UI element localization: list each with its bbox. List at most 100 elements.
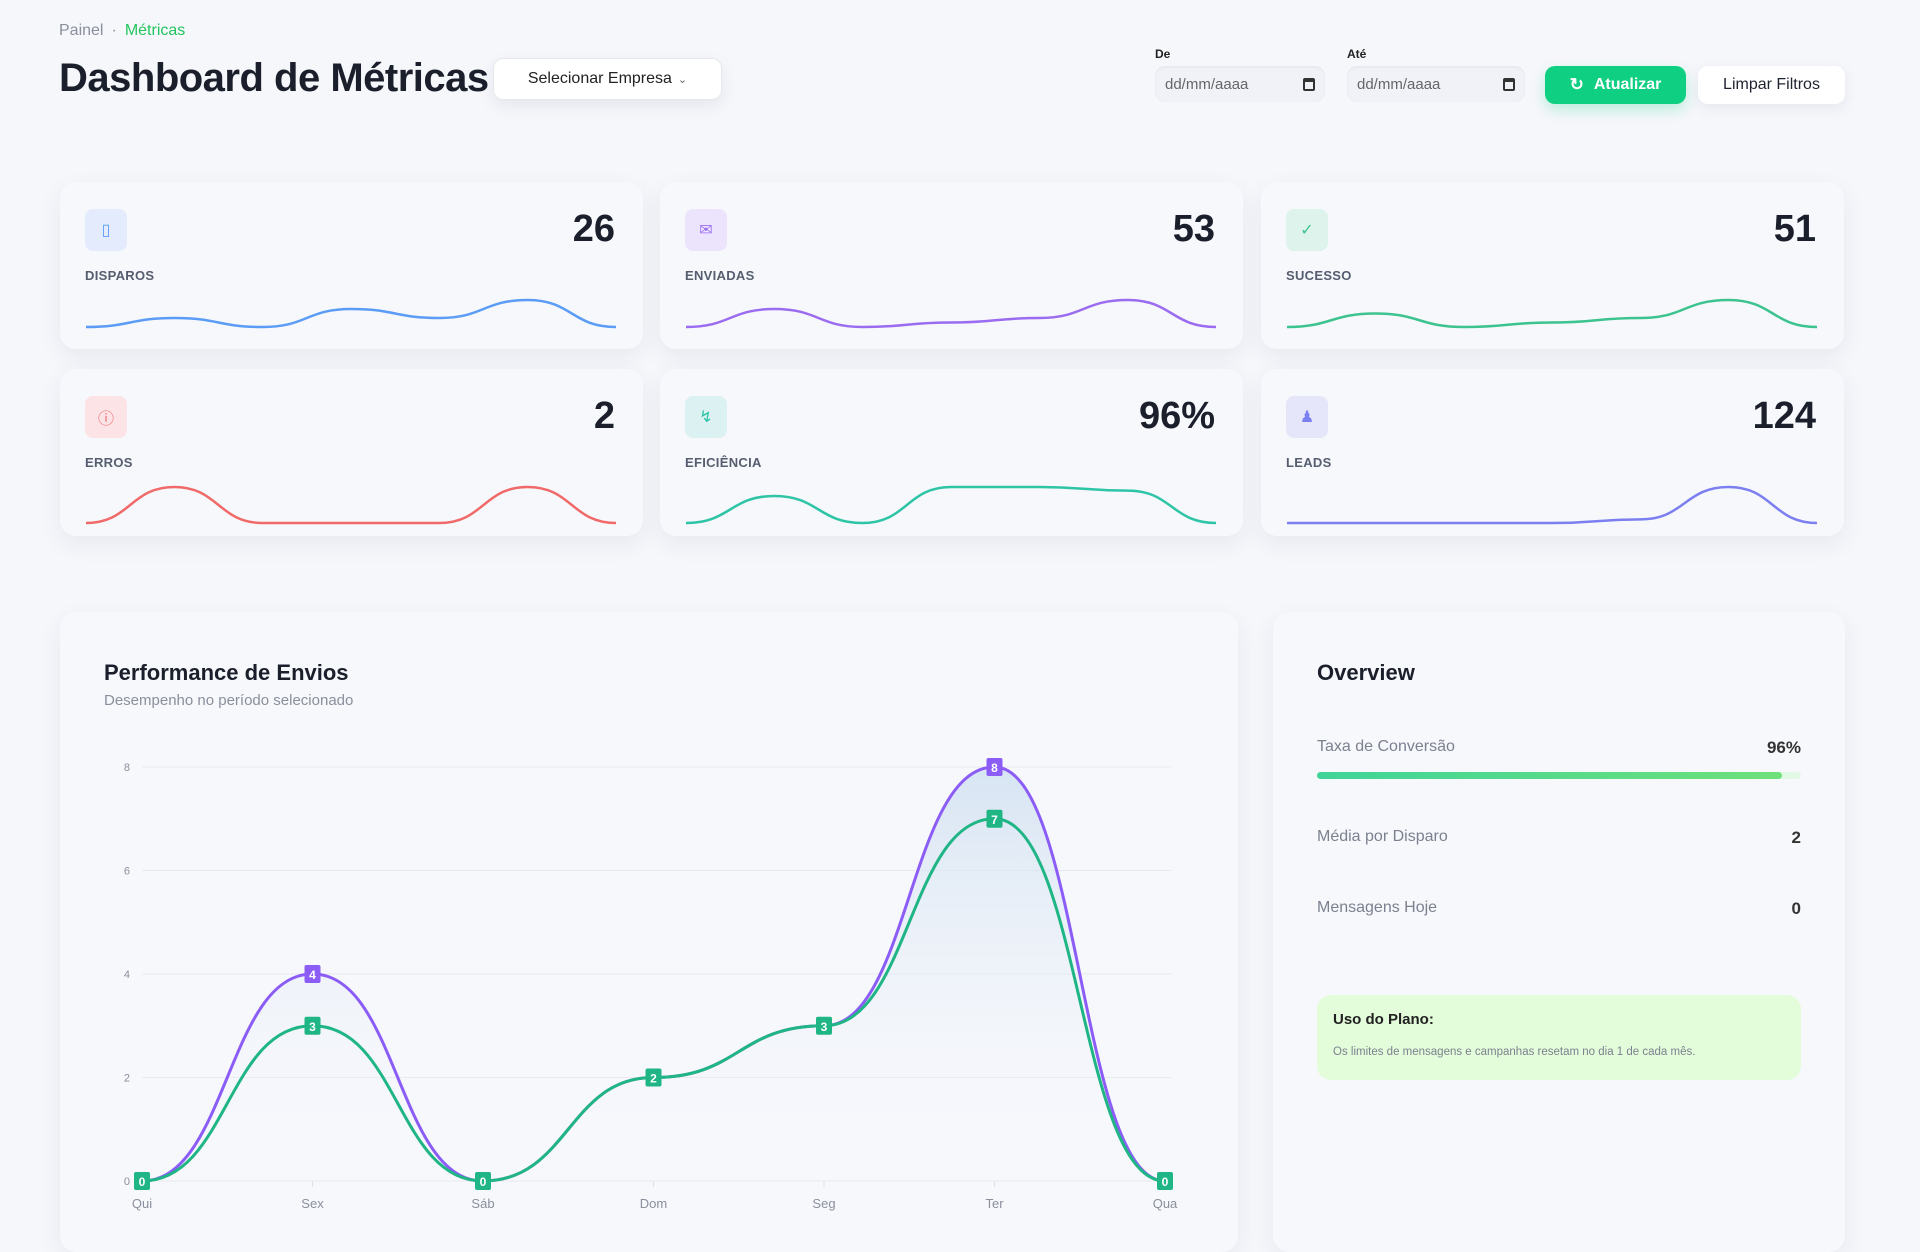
performance-chart: 0 2 4 6 8 Qui Sex Sáb Dom Seg Ter Qua 4 8 0 3 0 2 3 7 0 xyxy=(124,758,1178,1211)
kpi-card-sucesso: ✓ 51 SUCESSO xyxy=(1261,182,1844,349)
refresh-label: Atualizar xyxy=(1593,76,1662,93)
breadcrumb-current: Métricas xyxy=(124,22,186,39)
plan-usage-box: Uso do Plano: Os limites de mensagens e c… xyxy=(1317,995,1801,1080)
x-tick-label: Dom xyxy=(640,1196,667,1211)
conversion-row: Taxa de Conversão 96% xyxy=(1317,738,1801,758)
page-title: Dashboard de Métricas xyxy=(59,56,489,100)
y-tick-label: 4 xyxy=(124,969,130,981)
check-icon: ✓ xyxy=(1286,209,1328,251)
company-select-label: Selecionar Empresa xyxy=(527,70,672,87)
mail-icon: ✉ xyxy=(685,209,727,251)
breadcrumb: Painel · Métricas xyxy=(59,22,185,40)
kpi-label: LEADS xyxy=(1286,455,1332,470)
refresh-icon: ↻ xyxy=(1569,75,1584,94)
y-tick-label: 0 xyxy=(124,1176,130,1188)
sparkline-path xyxy=(1287,485,1818,525)
today-row: Mensagens Hoje 0 xyxy=(1317,899,1801,919)
sparkline xyxy=(685,485,1217,525)
data-label: 0 xyxy=(139,1175,146,1189)
today-label: Mensagens Hoje xyxy=(1317,899,1438,916)
data-label: 4 xyxy=(309,968,316,982)
kpi-value: 124 xyxy=(1752,395,1816,437)
sparkline-path xyxy=(85,485,617,525)
conversion-label: Taxa de Conversão xyxy=(1317,738,1455,755)
conversion-progress-bar xyxy=(1317,772,1801,779)
zap-icon: ↯ xyxy=(685,396,727,438)
data-label-box xyxy=(304,965,321,983)
performance-panel: Performance de Envios Desempenho no perí… xyxy=(60,612,1238,1252)
avg-value: 2 xyxy=(1791,828,1801,847)
clear-filters-button[interactable]: Limpar Filtros xyxy=(1698,66,1845,104)
kpi-value: 2 xyxy=(593,395,615,437)
avg-row: Média por Disparo 2 xyxy=(1317,828,1801,848)
x-tick-label: Qua xyxy=(1153,1196,1178,1211)
data-label-box xyxy=(1157,1172,1173,1190)
kpi-value: 51 xyxy=(1773,208,1816,250)
to-date-input[interactable]: dd/mm/aaaa xyxy=(1347,66,1525,102)
data-label-box xyxy=(134,1172,150,1190)
refresh-button[interactable]: ↻ Atualizar xyxy=(1545,66,1686,104)
kpi-label: ENVIADAS xyxy=(685,268,755,283)
company-select[interactable]: Selecionar Empresa ⌄ xyxy=(493,58,722,100)
breadcrumb-separator: · xyxy=(111,22,117,39)
data-label-box xyxy=(304,1016,321,1035)
data-label-box xyxy=(986,809,1003,828)
performance-title: Performance de Envios xyxy=(104,660,349,685)
kpi-card-erros: ⓘ 2 ERROS xyxy=(60,369,643,536)
plan-title: Uso do Plano: xyxy=(1333,1011,1434,1028)
x-tick-label: Ter xyxy=(985,1196,1004,1211)
data-label: 7 xyxy=(991,813,998,827)
y-tick-label: 6 xyxy=(124,866,130,878)
sparkline-path xyxy=(1286,298,1818,329)
breadcrumb-painel[interactable]: Painel xyxy=(59,22,104,39)
kpi-label: SUCESSO xyxy=(1286,268,1352,283)
to-label: Até xyxy=(1347,47,1367,61)
x-tick-label: Sex xyxy=(301,1196,324,1211)
data-label-box xyxy=(816,1016,832,1035)
kpi-label: DISPAROS xyxy=(85,268,155,283)
today-value: 0 xyxy=(1791,899,1801,918)
kpi-label: ERROS xyxy=(85,455,133,470)
data-label-box xyxy=(475,1172,491,1190)
data-label-box xyxy=(645,1068,662,1087)
calendar-icon[interactable] xyxy=(1303,77,1315,91)
calendar-icon[interactable] xyxy=(1503,77,1515,91)
sparkline xyxy=(85,298,617,329)
kpi-card-leads: ♟ 124 LEADS xyxy=(1261,369,1844,536)
sparkline xyxy=(1286,298,1818,329)
from-label: De xyxy=(1155,47,1171,61)
y-tick-label: 2 xyxy=(124,1073,130,1085)
conversion-value: 96% xyxy=(1766,738,1801,757)
from-date-input[interactable]: dd/mm/aaaa xyxy=(1155,66,1325,102)
kpi-label: EFICIÊNCIA xyxy=(685,455,762,470)
smartphone-icon: ▯ xyxy=(85,209,127,251)
sparkline xyxy=(685,298,1217,329)
data-label: 2 xyxy=(650,1072,657,1086)
x-tick-label: Seg xyxy=(812,1196,835,1211)
y-tick-label: 8 xyxy=(124,762,130,774)
kpi-card-eficiência: ↯ 96% EFICIÊNCIA xyxy=(660,369,1243,536)
to-date-placeholder: dd/mm/aaaa xyxy=(1357,75,1441,93)
sparkline-path xyxy=(685,485,1217,525)
data-label: 3 xyxy=(309,1020,316,1034)
plan-text: Os limites de mensagens e campanhas rese… xyxy=(1333,1046,1696,1058)
sparkline xyxy=(85,485,617,525)
performance-subtitle: Desempenho no período selecionado xyxy=(104,692,354,709)
conversion-progress-fill xyxy=(1317,772,1782,779)
overview-panel: Overview Taxa de Conversão 96% Média por … xyxy=(1273,612,1845,1252)
sparkline xyxy=(1287,485,1818,525)
data-label: 0 xyxy=(1162,1175,1169,1189)
users-icon: ♟ xyxy=(1286,396,1328,438)
data-label-box xyxy=(986,758,1003,776)
x-tick-label: Sáb xyxy=(471,1196,494,1211)
data-label: 3 xyxy=(821,1020,828,1034)
kpi-card-disparos: ▯ 26 DISPAROS xyxy=(60,182,643,349)
x-tick-label: Qui xyxy=(132,1196,152,1211)
avg-label: Média por Disparo xyxy=(1317,828,1448,845)
kpi-value: 26 xyxy=(572,208,615,250)
kpi-value: 96% xyxy=(1138,395,1215,437)
chevron-down-icon: ⌄ xyxy=(677,73,688,86)
data-label: 0 xyxy=(480,1175,487,1189)
data-label: 8 xyxy=(991,761,998,775)
sparkline-path xyxy=(685,298,1217,329)
